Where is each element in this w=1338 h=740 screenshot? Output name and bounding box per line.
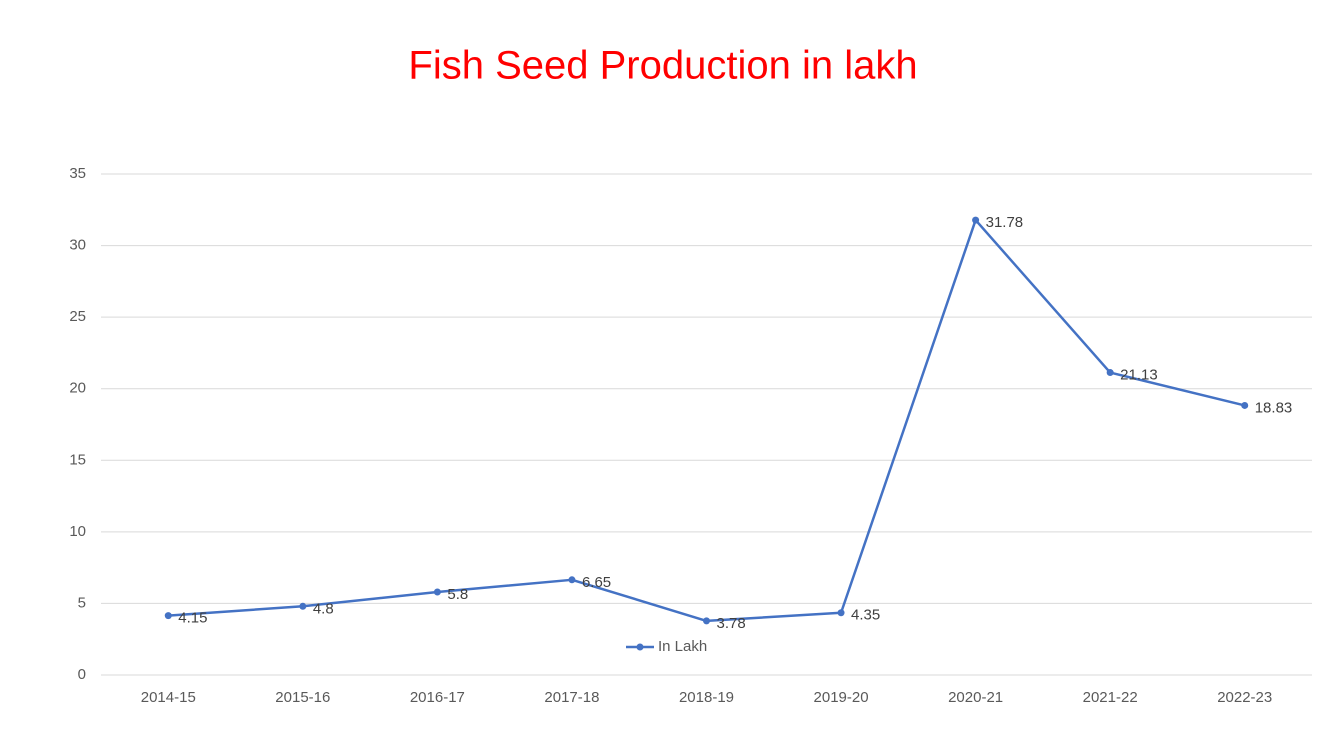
data-label: 3.78: [717, 615, 746, 632]
legend-label: In Lakh: [658, 638, 707, 655]
x-tick-label: 2015-16: [275, 689, 330, 706]
y-tick-label: 35: [69, 165, 86, 182]
x-tick-label: 2018-19: [679, 689, 734, 706]
y-tick-label: 10: [69, 523, 86, 540]
data-label: 4.8: [313, 600, 334, 617]
x-tick-label: 2014-15: [141, 689, 196, 706]
marker: [299, 602, 307, 610]
chart-title: Fish Seed Production in lakh: [408, 44, 917, 88]
data-label: 18.83: [1255, 399, 1293, 416]
marker: [568, 576, 576, 584]
y-tick-label: 20: [69, 380, 86, 397]
x-tick-label: 2020-21: [948, 689, 1003, 706]
marker: [433, 588, 441, 596]
line: [168, 218, 1246, 623]
marker: [703, 617, 710, 625]
marker: [1106, 369, 1114, 377]
y-tick-label: 0: [78, 666, 86, 683]
marker: [837, 609, 845, 617]
x-tick-label: 2016-17: [410, 689, 465, 706]
data-label: 21.13: [1120, 367, 1158, 384]
legend-marker: [636, 643, 644, 651]
marker: [972, 216, 980, 224]
data-label: 5.8: [447, 586, 468, 603]
y-tick-label: 5: [78, 594, 86, 611]
marker: [164, 612, 172, 620]
y-tick-label: 15: [69, 451, 86, 468]
y-tick-label: 25: [69, 308, 86, 325]
data-label: 4.35: [851, 607, 880, 624]
x-tick-label: 2022-23: [1217, 689, 1272, 706]
marker: [1241, 401, 1249, 409]
x-tick-label: 2017-18: [544, 689, 599, 706]
x-tick-label: 2019-20: [814, 689, 869, 706]
x-tick-label: 2021-22: [1083, 689, 1138, 706]
data-label: 4.15: [178, 610, 207, 627]
y-tick-label: 30: [69, 237, 86, 254]
data-label: 31.78: [986, 214, 1024, 231]
data-label: 6.65: [582, 574, 611, 591]
